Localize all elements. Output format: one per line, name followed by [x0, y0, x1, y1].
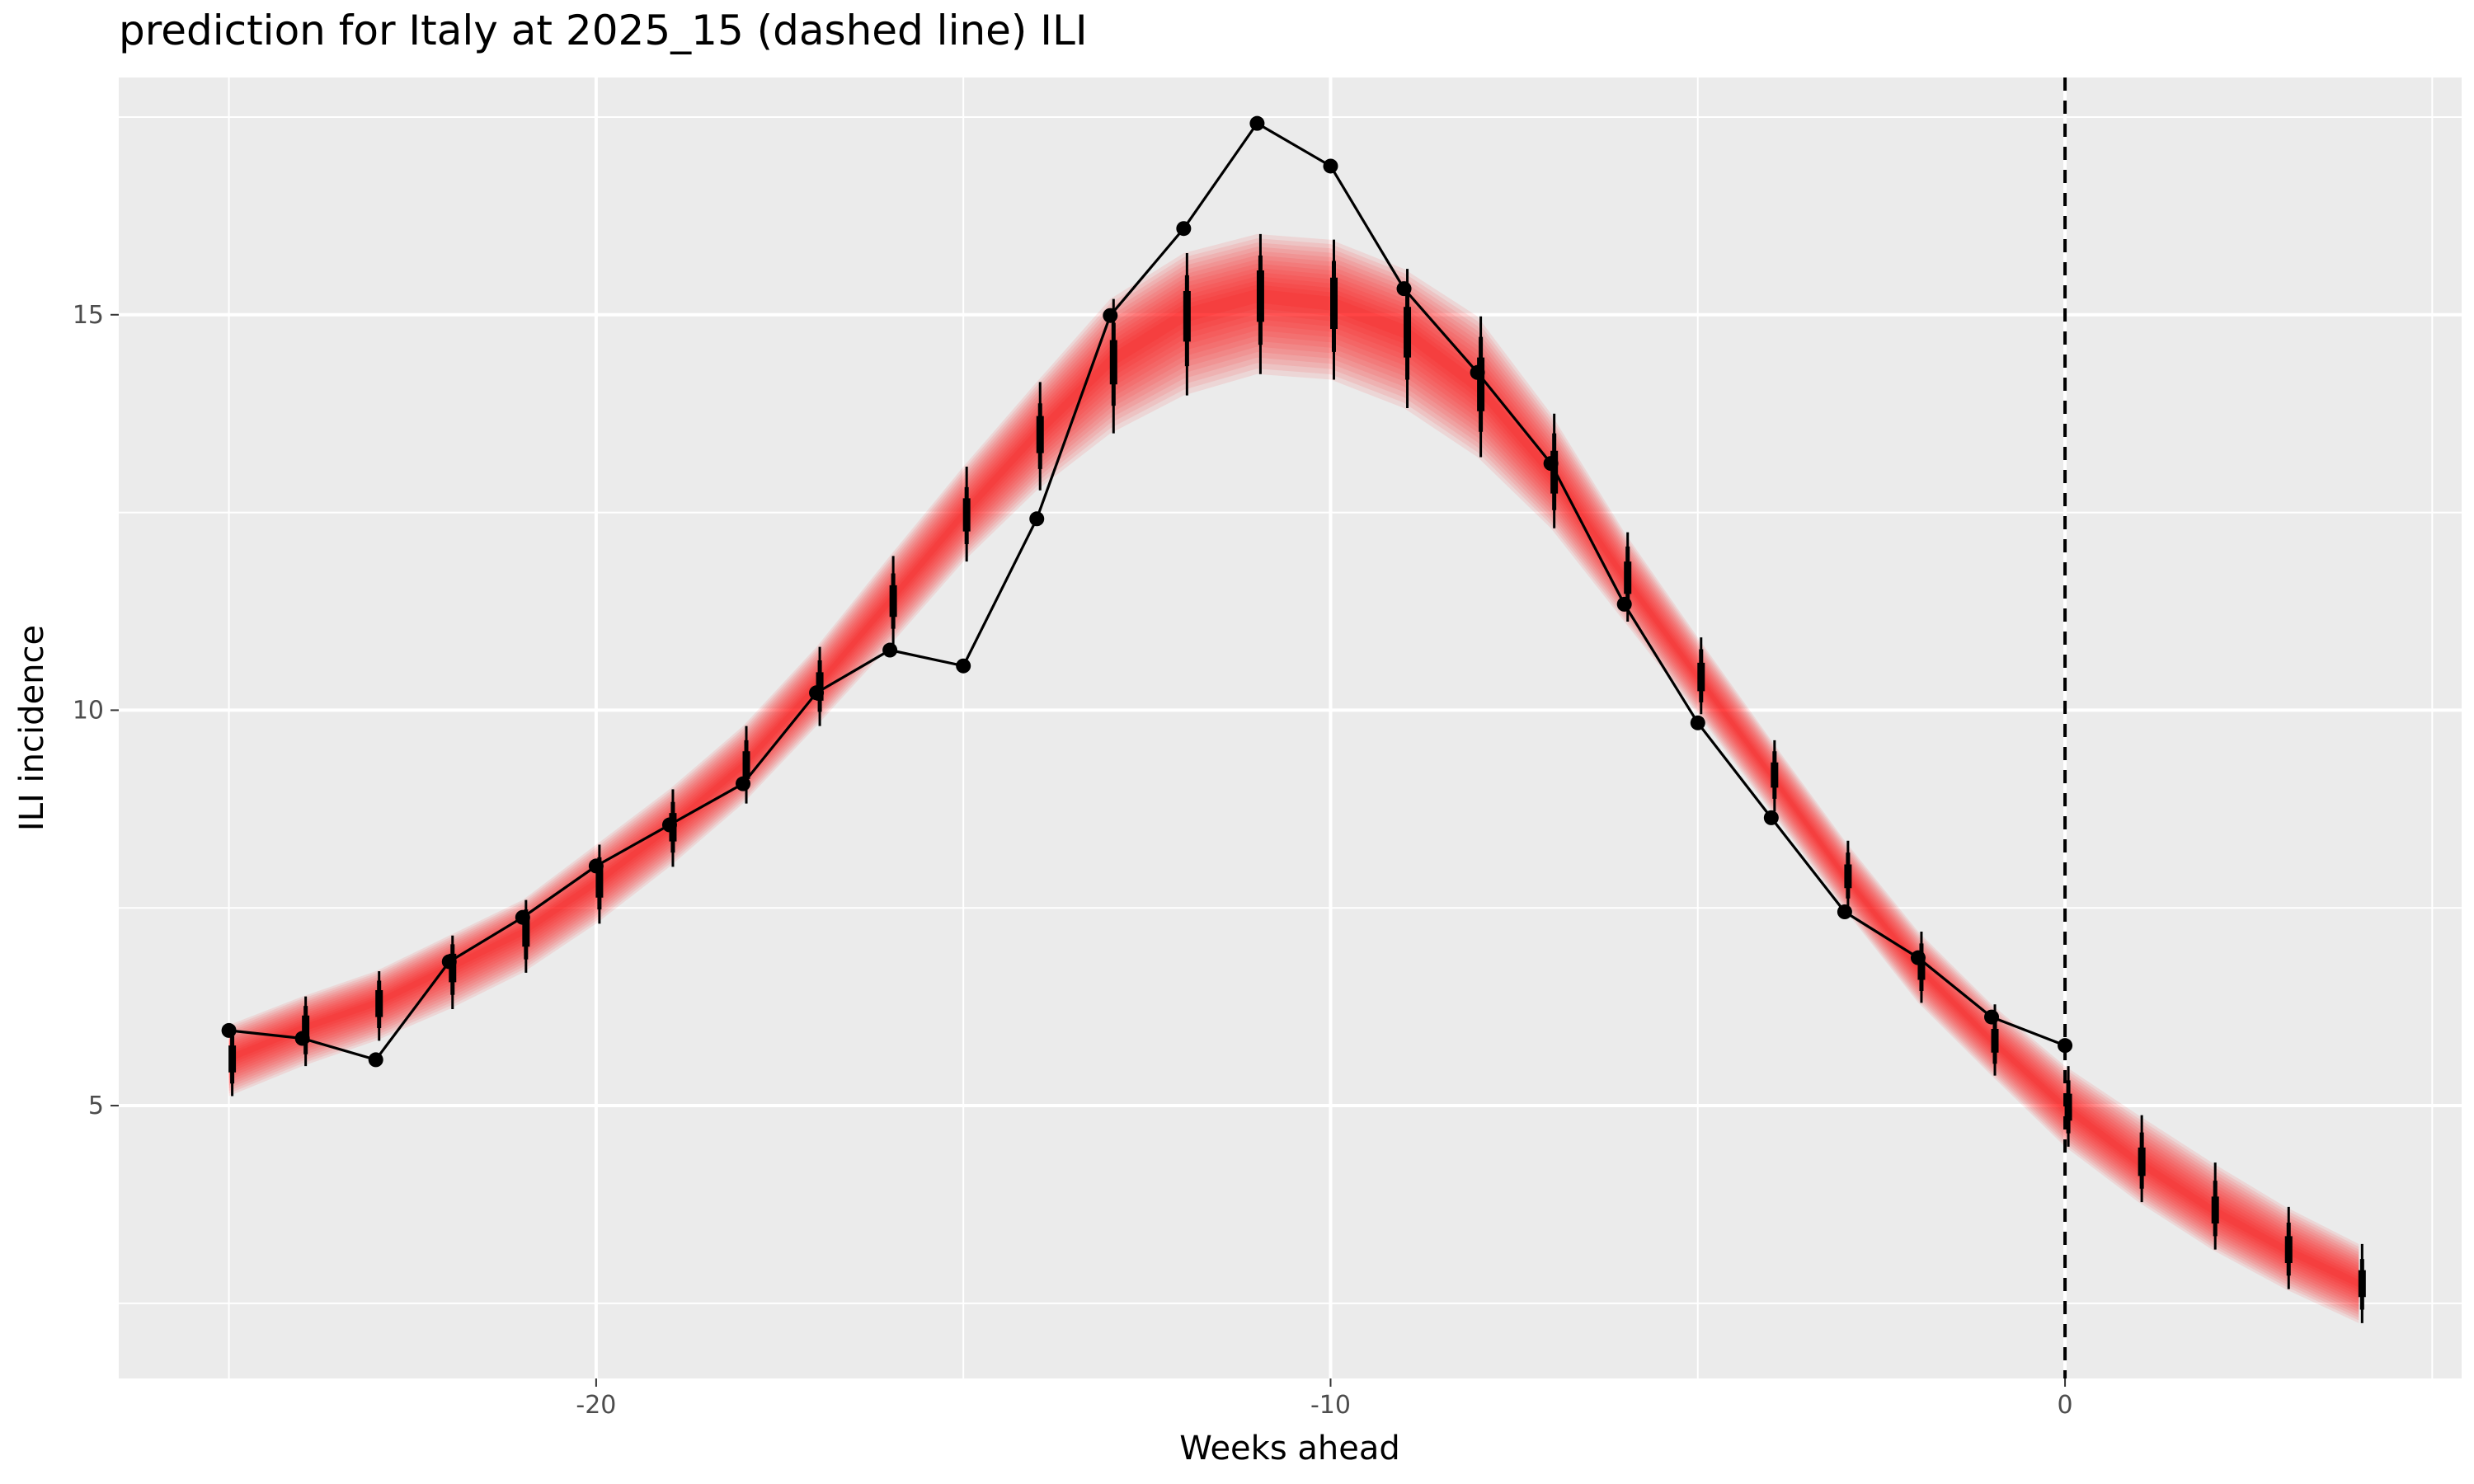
x-axis-title: Weeks ahead	[1179, 1430, 1400, 1468]
observed-point	[882, 642, 898, 658]
y-tick-label: 5	[88, 1092, 104, 1120]
plot-panel	[119, 77, 2462, 1378]
observed-point	[1690, 715, 1705, 730]
observed-point	[1103, 308, 1118, 323]
chart-title: prediction for Italy at 2025_15 (dashed …	[119, 7, 1088, 54]
observed-point	[368, 1052, 383, 1068]
observed-point	[1249, 115, 1265, 131]
observed-point	[588, 858, 604, 874]
observed-point	[441, 954, 457, 970]
observed-line	[228, 121, 2066, 1062]
observed-point	[1616, 596, 1632, 612]
observed-point	[956, 658, 971, 674]
observed-series	[221, 115, 2073, 1068]
observed-point	[515, 909, 530, 925]
observed-point	[221, 1022, 237, 1038]
observed-point	[661, 817, 677, 833]
grid-minor	[119, 77, 2462, 1378]
y-axis-ticks: 5 10 15	[73, 301, 119, 1120]
x-axis-ticks: -20 -10 0	[576, 1378, 2073, 1420]
observed-point	[1470, 364, 1485, 380]
observed-point	[1763, 810, 1779, 825]
x-tick-label: -10	[1310, 1391, 1351, 1420]
observed-point	[736, 776, 751, 791]
observed-point	[1543, 456, 1559, 472]
observed-point	[1910, 950, 1926, 965]
observed-point	[1984, 1009, 2000, 1025]
x-tick-label: 0	[2058, 1391, 2073, 1420]
observed-point	[1176, 221, 1192, 237]
observed-point	[809, 685, 825, 701]
observed-point	[294, 1031, 310, 1046]
observed-point	[1837, 904, 1852, 920]
observed-point	[1396, 281, 1412, 297]
observed-point	[2058, 1038, 2073, 1054]
observed-point	[1029, 511, 1045, 527]
observed-point	[1323, 158, 1338, 174]
x-tick-label: -20	[576, 1391, 616, 1420]
y-tick-label: 15	[73, 301, 104, 330]
y-axis-title: ILI incidence	[13, 625, 51, 831]
y-tick-label: 10	[73, 696, 104, 725]
